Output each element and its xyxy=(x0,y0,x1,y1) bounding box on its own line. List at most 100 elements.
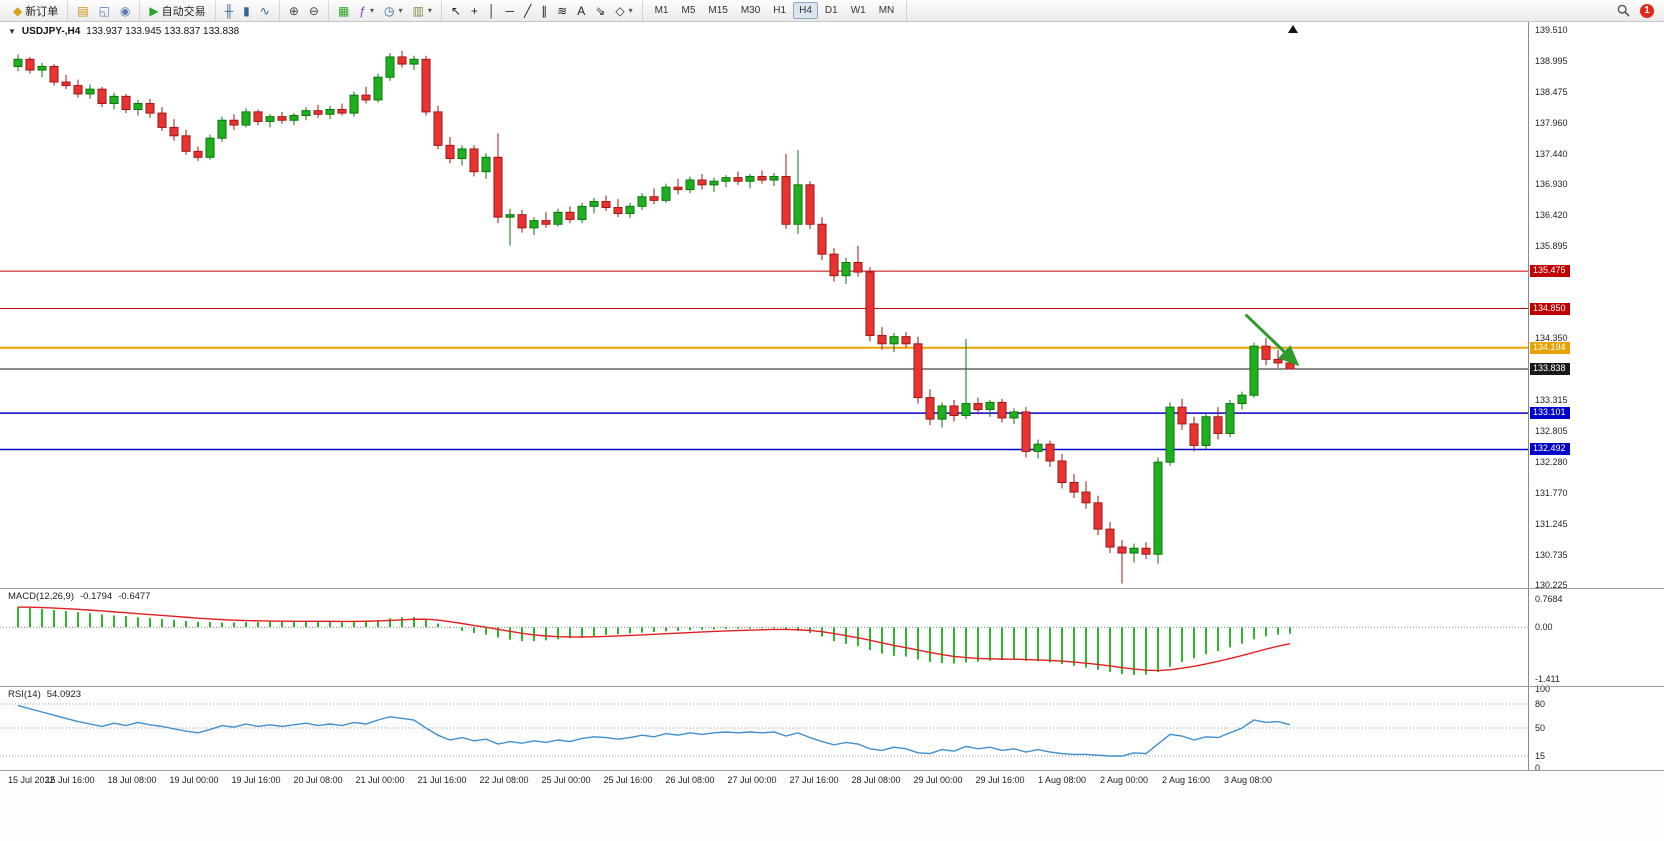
timeframe-d1-button[interactable]: D1 xyxy=(824,5,838,16)
panel-splitter[interactable] xyxy=(0,770,1664,771)
candle-body xyxy=(1105,528,1115,548)
candle-body xyxy=(325,108,335,115)
candle-body xyxy=(637,196,647,207)
candle-body xyxy=(769,175,779,181)
candle-body xyxy=(25,58,35,71)
rsi-axis-label: 50 xyxy=(1535,723,1546,733)
time-axis-label: 15 Jul 2022 xyxy=(8,775,55,785)
dropdown-arrow-icon: ▾ xyxy=(427,6,432,15)
time-axis[interactable]: 15 Jul 2022 15 Jul 16:00 18 Jul 08:00 19 Ju… xyxy=(0,771,1664,841)
candle-body xyxy=(445,144,455,160)
timeframe-m5-button[interactable]: M5 xyxy=(681,5,696,16)
candle-body xyxy=(433,111,443,146)
candle-body xyxy=(1273,358,1283,364)
price-axis-label: 138.475 xyxy=(1535,86,1568,97)
candlestick-chart-button[interactable]: ▮ xyxy=(238,0,255,21)
time-axis-label: 20 Jul 08:00 xyxy=(293,775,343,785)
trendline-button[interactable]: ╱ xyxy=(519,0,536,21)
tile-windows-button[interactable]: ▦ xyxy=(333,0,354,21)
dropdown-arrow-icon: ▾ xyxy=(398,6,403,15)
fibonacci-icon: ≋ xyxy=(557,3,568,18)
search-icon[interactable] xyxy=(1617,4,1630,17)
candle-body xyxy=(313,110,323,115)
macd-axis-label: 0.7684 xyxy=(1535,593,1563,604)
candlestick-chart-icon: ▮ xyxy=(243,3,250,18)
data-window-button[interactable]: ◱ xyxy=(94,0,115,21)
candles xyxy=(13,50,1295,584)
zoom-out-button[interactable]: ⊖ xyxy=(304,0,324,21)
candle-body xyxy=(1189,423,1199,446)
data-window-icon: ◱ xyxy=(98,3,110,18)
vertical-line-button[interactable]: │ xyxy=(483,0,501,21)
fibonacci-button[interactable]: ≋ xyxy=(552,0,572,21)
symbol-dropdown-icon[interactable]: ▼ xyxy=(8,27,16,36)
crosshair-icon: + xyxy=(470,3,478,18)
market-watch-button[interactable]: ▤ xyxy=(72,0,93,21)
toolbar-group-zoom: ⊕ ⊖ xyxy=(280,0,329,21)
notification-badge[interactable]: 1 xyxy=(1640,3,1654,18)
candle-body xyxy=(577,205,587,220)
candle-body xyxy=(397,56,407,65)
timeframe-h4-button[interactable]: H4 xyxy=(793,2,818,19)
horizontal-line-button[interactable]: ─ xyxy=(500,0,519,21)
time-axis-label: 2 Aug 16:00 xyxy=(1161,775,1211,785)
time-axis-label: 28 Jul 08:00 xyxy=(851,775,901,785)
chart-shift-marker-icon[interactable] xyxy=(1288,25,1298,33)
templates-icon: ▥ xyxy=(412,3,424,18)
zoom-in-button[interactable]: ⊕ xyxy=(284,0,304,21)
macd-histogram xyxy=(17,607,1291,675)
candle-body xyxy=(781,175,791,225)
crosshair-button[interactable]: + xyxy=(466,0,483,21)
candle-body xyxy=(565,211,575,220)
toolbar-group-windows: ▦ ƒ ▾ ◷ ▾ ▥ ▾ xyxy=(329,0,442,21)
templates-button[interactable]: ▥ ▾ xyxy=(408,0,437,21)
timeframe-h1-button[interactable]: H1 xyxy=(773,5,787,16)
price-chart-canvas[interactable] xyxy=(0,0,1528,771)
indicators-button[interactable]: ƒ ▾ xyxy=(354,0,379,21)
periods-button[interactable]: ◷ ▾ xyxy=(379,0,408,21)
timeframe-m15-button[interactable]: M15 xyxy=(708,5,728,16)
timeframe-m1-button[interactable]: M1 xyxy=(654,5,669,16)
horizontal-line-icon: ─ xyxy=(505,3,514,18)
candle-body xyxy=(925,397,935,420)
timeframe-mn-button[interactable]: MN xyxy=(878,5,895,16)
candle-body xyxy=(277,116,287,121)
line-chart-button[interactable]: ∿ xyxy=(255,0,275,21)
candle-body xyxy=(169,126,179,137)
rsi-value: 54.0923 xyxy=(46,689,82,700)
price-axis-label: 139.510 xyxy=(1535,25,1568,35)
zoom-in-icon: ⊕ xyxy=(288,3,299,18)
panel-splitter[interactable] xyxy=(0,686,1664,687)
candle-body xyxy=(193,150,203,158)
candle-body xyxy=(301,110,311,116)
candle-body xyxy=(493,156,503,218)
panel-splitter[interactable] xyxy=(0,588,1664,589)
timeframe-m30-button[interactable]: M30 xyxy=(740,5,761,16)
candle-body xyxy=(373,76,383,101)
text-button[interactable]: A xyxy=(572,0,590,21)
price-axis-label: 130.735 xyxy=(1535,549,1568,560)
channel-button[interactable]: ∥ xyxy=(536,0,552,21)
bar-chart-button[interactable]: ╫ xyxy=(220,0,239,21)
new-order-button[interactable]: ◆ 新订单 xyxy=(8,0,63,21)
level-lines[interactable] xyxy=(0,270,1528,451)
navigator-button[interactable]: ◉ xyxy=(115,0,135,21)
cursor-button[interactable]: ↖ xyxy=(446,0,466,21)
candle-body xyxy=(541,220,551,225)
candle-body xyxy=(181,135,191,152)
candle-body xyxy=(793,184,803,225)
candle-body xyxy=(481,156,491,173)
candle-body xyxy=(109,95,119,105)
price-badge: 135.475 xyxy=(1530,265,1570,278)
rsi-axis-label: 0 xyxy=(1535,763,1541,773)
candle-body xyxy=(757,175,767,181)
market-watch-icon: ▤ xyxy=(77,3,89,18)
shapes-button[interactable]: ◇ ▾ xyxy=(610,0,637,21)
arrows-button[interactable]: ⇘ xyxy=(590,0,610,21)
candle-body xyxy=(265,116,275,122)
price-axis[interactable]: 139.510 138.995 138.475 137.960 137.440 136.9… xyxy=(1528,22,1664,773)
timeframe-w1-button[interactable]: W1 xyxy=(850,5,866,16)
auto-trading-button[interactable]: ▶ 自动交易 xyxy=(144,0,210,21)
time-axis-label: 25 Jul 00:00 xyxy=(541,775,591,785)
annotation-arrow[interactable] xyxy=(1244,313,1300,367)
